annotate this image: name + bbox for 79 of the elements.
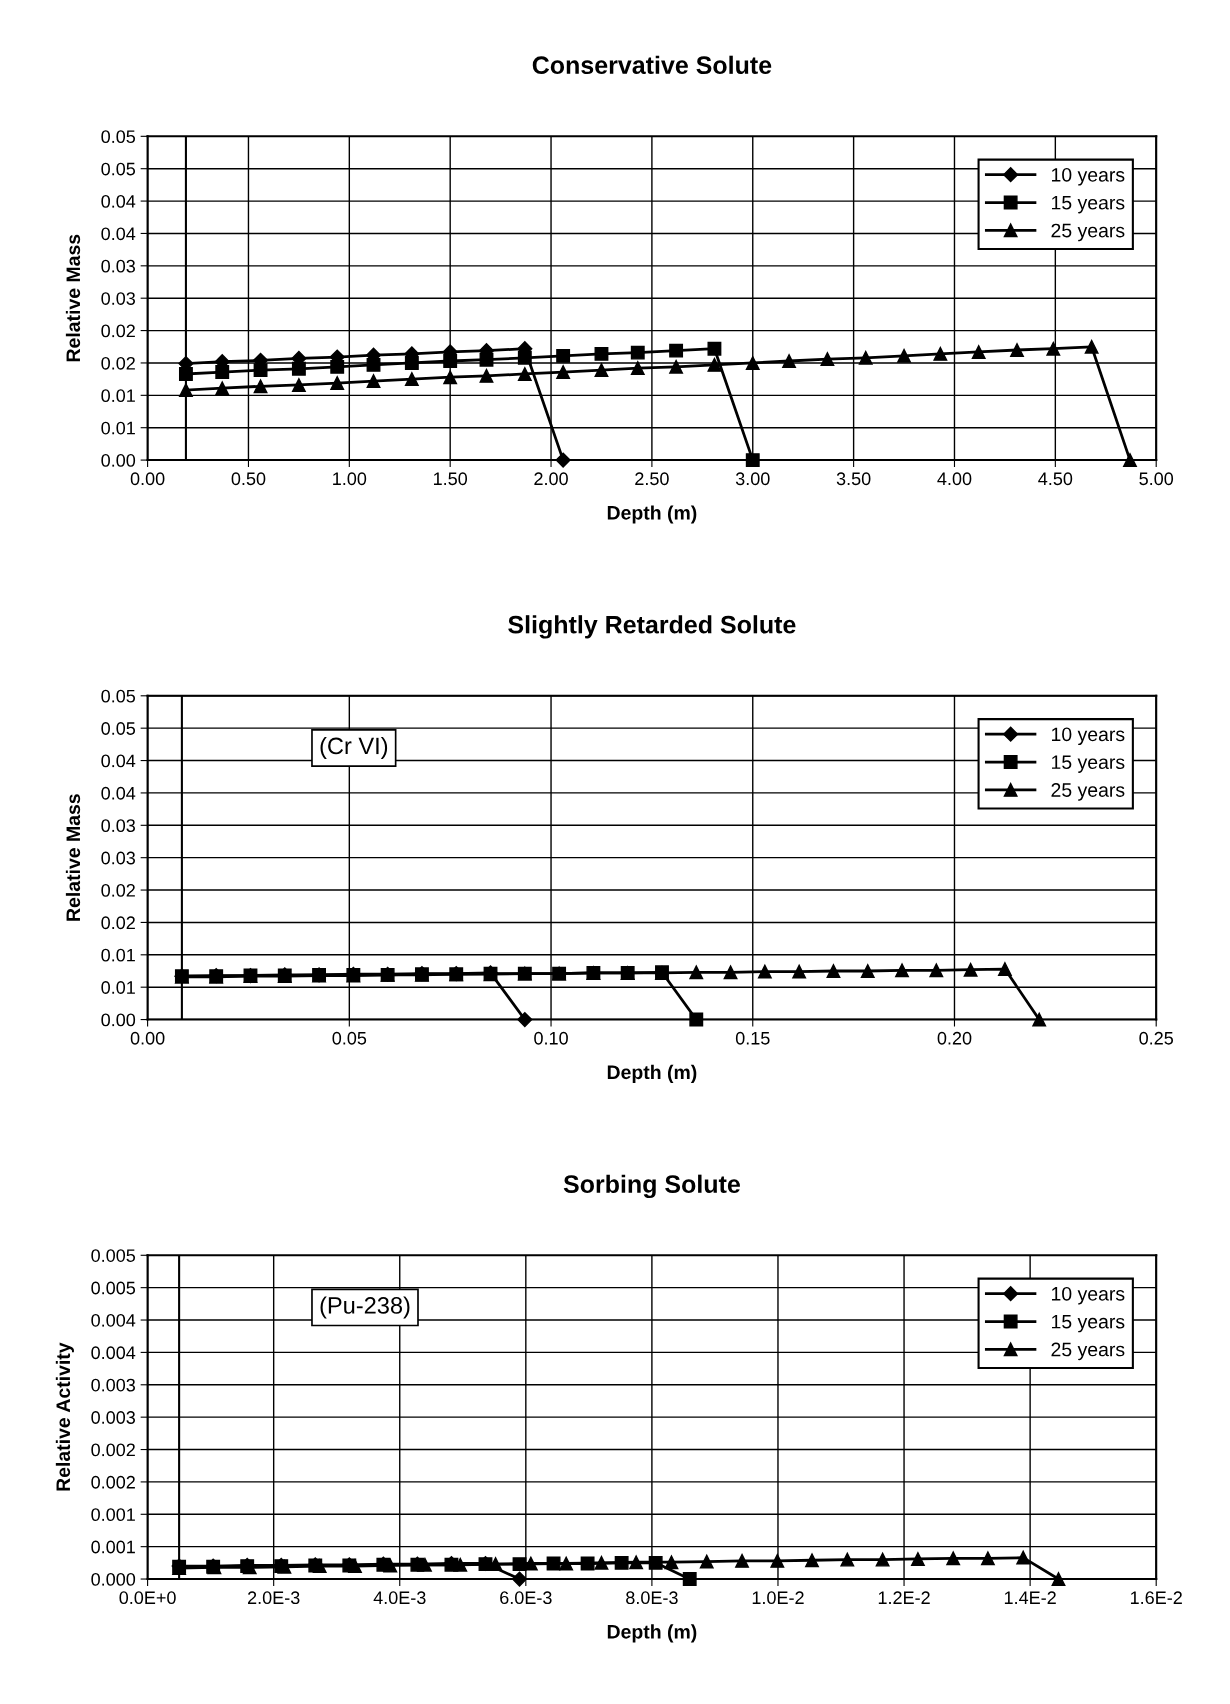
x-tick-label: 2.0E-3 (247, 1591, 300, 1605)
chart-title: Slightly Retarded Solute (508, 615, 796, 639)
x-tick-label: 1.4E-2 (1004, 1591, 1056, 1604)
x-axis-title: Depth (m) (607, 505, 697, 524)
y-tick-label: 0.002 (91, 1475, 135, 1489)
x-tick-label: 1.50 (433, 472, 468, 486)
legend-label: 25 years (1051, 223, 1125, 242)
y-tick-label: 0.00 (101, 1013, 136, 1027)
y-tick-label: 0.03 (101, 819, 135, 833)
y-tick-label: 0.04 (101, 195, 136, 208)
y-axis-title: Relative Mass (65, 234, 81, 362)
legend-label: 10 years (1052, 1286, 1125, 1305)
y-tick-label: 0.000 (91, 1572, 136, 1586)
y-tick-label: 0.05 (101, 162, 136, 176)
y-tick-label: 0.03 (101, 851, 135, 865)
y-tick-label: 0.00 (101, 454, 136, 467)
y-tick-label: 0.01 (101, 389, 135, 403)
y-tick-label: 0.05 (101, 689, 136, 703)
y-axis-title: Relative Mass (65, 794, 81, 921)
x-tick-label: 0.05 (332, 1031, 367, 1045)
x-tick-label: 1.0E-2 (752, 1591, 804, 1605)
x-tick-label: 1.2E-2 (878, 1591, 930, 1604)
legend-label: 10 years (1052, 167, 1125, 186)
x-tick-label: 2.50 (635, 472, 669, 486)
x-tick-label: 4.0E-3 (373, 1591, 426, 1605)
y-tick-label: 0.03 (101, 259, 135, 273)
y-tick-label: 0.05 (101, 130, 136, 144)
x-tick-label: 0.15 (735, 1031, 770, 1045)
x-axis-title: Depth (m) (607, 1624, 697, 1643)
y-tick-label: 0.004 (91, 1346, 136, 1360)
x-tick-label: 1.6E-2 (1130, 1591, 1182, 1605)
x-tick-label: 1.00 (333, 472, 367, 486)
x-tick-label: 0.20 (937, 1031, 972, 1045)
x-tick-label: 4.50 (1038, 472, 1073, 486)
y-tick-label: 0.01 (101, 981, 135, 994)
y-tick-label: 0.003 (91, 1378, 136, 1392)
x-tick-label: 6.0E-3 (500, 1591, 552, 1605)
y-tick-label: 0.04 (101, 227, 136, 241)
x-tick-label: 0.25 (1139, 1031, 1174, 1045)
x-tick-label: 0.50 (231, 472, 266, 486)
y-tick-label: 0.001 (91, 1508, 135, 1522)
y-tick-label: 0.02 (101, 916, 135, 930)
chart-title: Conservative Solute (532, 55, 772, 75)
x-tick-label: 0.00 (130, 1031, 165, 1045)
x-axis-title: Depth (m) (607, 1064, 697, 1083)
x-tick-label: 5.00 (1139, 472, 1174, 486)
y-tick-label: 0.04 (101, 754, 136, 768)
y-tick-label: 0.02 (101, 356, 135, 370)
legend-label: 15 years (1052, 1314, 1125, 1333)
x-tick-label: 2.00 (534, 472, 568, 486)
y-tick-label: 0.002 (91, 1443, 135, 1457)
legend-label: 10 years (1052, 727, 1125, 746)
y-tick-label: 0.04 (101, 786, 136, 800)
x-tick-label: 3.50 (836, 472, 871, 486)
y-tick-label: 0.01 (101, 948, 135, 962)
y-tick-label: 0.001 (91, 1540, 135, 1554)
x-tick-label: 4.00 (937, 472, 972, 486)
y-tick-label: 0.02 (101, 324, 135, 338)
x-tick-label: 0.10 (534, 1031, 568, 1045)
y-tick-label: 0.005 (91, 1281, 136, 1295)
y-tick-label: 0.02 (101, 883, 135, 897)
x-tick-label: 8.0E-3 (626, 1591, 678, 1605)
annotation: (Pu-238) (320, 1296, 410, 1319)
y-tick-label: 0.03 (101, 292, 135, 305)
x-tick-label: 0.0E+0 (119, 1591, 176, 1605)
y-tick-label: 0.01 (101, 421, 135, 435)
annotation: (Cr VI) (320, 736, 388, 759)
legend-label: 25 years (1051, 783, 1125, 801)
chart-title: Sorbing Solute (563, 1174, 740, 1199)
x-tick-label: 0.00 (130, 472, 165, 486)
y-axis-title: Relative Activity (55, 1342, 74, 1491)
y-tick-label: 0.003 (91, 1411, 136, 1424)
legend-label: 25 years (1051, 1342, 1125, 1361)
legend-label: 15 years (1052, 195, 1125, 214)
y-tick-label: 0.05 (101, 722, 136, 735)
y-tick-label: 0.005 (91, 1249, 136, 1262)
x-tick-label: 3.00 (735, 472, 770, 486)
y-tick-label: 0.004 (91, 1313, 136, 1327)
legend-label: 15 years (1052, 755, 1125, 773)
